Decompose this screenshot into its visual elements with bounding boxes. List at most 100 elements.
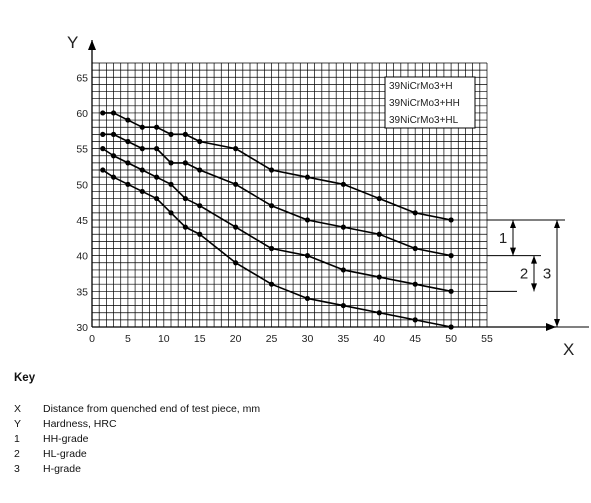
data-series bbox=[100, 110, 454, 330]
x-tick-label: 45 bbox=[409, 333, 421, 345]
bracket-arrow bbox=[510, 219, 516, 228]
key-item: Y Hardness, HRC bbox=[14, 417, 574, 432]
data-point bbox=[139, 188, 145, 195]
x-tick-label: 0 bbox=[89, 333, 95, 345]
legend-entry: 39NiCrMo3+HL bbox=[389, 115, 459, 126]
key-description: HH-grade bbox=[43, 433, 89, 445]
data-point bbox=[376, 195, 382, 202]
y-tick-label: 65 bbox=[76, 72, 88, 84]
data-point bbox=[182, 160, 188, 166]
data-point bbox=[304, 295, 311, 302]
x-tick-label: 50 bbox=[445, 333, 457, 345]
chart-grid bbox=[91, 62, 488, 328]
data-point bbox=[100, 110, 106, 116]
data-point bbox=[125, 117, 131, 123]
data-point bbox=[268, 167, 275, 173]
key-item: 1 HH-grade bbox=[14, 432, 574, 447]
x-tick-label: 15 bbox=[194, 333, 206, 345]
data-point bbox=[340, 267, 346, 273]
x-tick-label: 10 bbox=[158, 333, 170, 345]
legend-entry: 39NiCrMo3+H bbox=[389, 81, 453, 92]
key-list: X Distance from quenched end of test piec… bbox=[14, 402, 574, 477]
data-point bbox=[304, 217, 311, 223]
y-tick-label: 30 bbox=[76, 322, 88, 334]
key-description: HL-grade bbox=[43, 448, 87, 460]
data-point bbox=[412, 245, 418, 252]
data-point bbox=[110, 131, 117, 137]
data-point bbox=[412, 317, 418, 323]
bracket-arrow bbox=[531, 283, 537, 292]
data-point bbox=[233, 260, 239, 266]
data-point bbox=[154, 174, 160, 180]
x-tick-label: 20 bbox=[230, 333, 242, 345]
x-tick-label: 40 bbox=[373, 333, 385, 345]
data-point bbox=[233, 146, 239, 152]
data-point bbox=[139, 146, 145, 152]
data-point bbox=[125, 160, 131, 166]
bracket-arrow bbox=[510, 247, 516, 256]
key-item: 2 HL-grade bbox=[14, 447, 574, 462]
bracket-arrow bbox=[554, 219, 560, 228]
data-point bbox=[448, 253, 454, 259]
data-point bbox=[376, 231, 382, 237]
data-point bbox=[139, 124, 145, 130]
x-tick-label: 30 bbox=[302, 333, 314, 345]
x-tick-label: 25 bbox=[266, 333, 278, 345]
key-description: Hardness, HRC bbox=[43, 418, 117, 430]
chart-legend: 39NiCrMo3+H 39NiCrMo3+HH 39NiCrMo3+HL bbox=[384, 76, 476, 129]
data-point bbox=[304, 174, 311, 180]
data-point bbox=[154, 195, 160, 202]
chart-axes bbox=[88, 40, 556, 331]
data-point bbox=[340, 181, 346, 187]
tick-labels: 0 5 10 15 20 25 30 35 40 45 50 55 30 35 40 45 50 55 60 65 bbox=[76, 72, 493, 345]
data-point bbox=[182, 224, 188, 230]
x-tick-label: 35 bbox=[338, 333, 350, 345]
data-point bbox=[340, 302, 346, 309]
x-tick-label: 5 bbox=[125, 333, 131, 345]
data-point bbox=[110, 153, 117, 159]
data-point bbox=[125, 138, 131, 145]
key-title: Key bbox=[14, 372, 36, 384]
data-point bbox=[412, 281, 418, 287]
jominy-hardness-chart: 0 5 10 15 20 25 30 35 40 45 50 55 30 35 40 45 50 55 60 65 3… bbox=[67, 33, 589, 359]
data-point bbox=[197, 167, 203, 173]
data-point bbox=[448, 217, 454, 223]
legend-box bbox=[384, 76, 476, 129]
data-point bbox=[100, 167, 106, 173]
key-symbol: Y bbox=[14, 418, 22, 430]
data-point bbox=[182, 195, 188, 202]
data-point bbox=[268, 245, 275, 252]
y-tick-label: 35 bbox=[76, 286, 88, 298]
data-point bbox=[197, 203, 203, 209]
data-point bbox=[154, 146, 160, 152]
data-point bbox=[412, 210, 418, 216]
data-point bbox=[268, 203, 275, 209]
data-point bbox=[197, 231, 203, 237]
y-tick-label: 55 bbox=[76, 144, 88, 156]
data-point bbox=[154, 124, 160, 130]
key-item: X Distance from quenched end of test piec… bbox=[14, 402, 574, 417]
y-tick-label: 45 bbox=[76, 215, 88, 227]
y-axis-label: Y bbox=[67, 33, 78, 52]
bracket-arrow bbox=[554, 319, 560, 327]
key-description: H-grade bbox=[43, 463, 81, 475]
data-point bbox=[376, 310, 382, 316]
data-point bbox=[448, 324, 454, 330]
key-symbol: 1 bbox=[14, 433, 20, 445]
y-tick-label: 60 bbox=[76, 108, 88, 120]
data-point bbox=[340, 224, 346, 230]
series-line bbox=[102, 133, 452, 257]
data-point bbox=[139, 167, 145, 173]
bracket-label: 3 bbox=[543, 265, 551, 282]
data-point bbox=[304, 253, 311, 259]
data-point bbox=[100, 131, 106, 137]
data-point bbox=[448, 288, 454, 294]
bracket-label: 2 bbox=[520, 265, 528, 282]
data-point bbox=[125, 181, 131, 187]
key-item: 3 H-grade bbox=[14, 462, 574, 477]
data-point bbox=[268, 281, 275, 287]
key-section: Key X Distance from quenched end of test … bbox=[14, 372, 574, 477]
key-symbol: 3 bbox=[14, 463, 20, 475]
data-point bbox=[376, 274, 382, 280]
y-tick-label: 40 bbox=[76, 251, 88, 263]
